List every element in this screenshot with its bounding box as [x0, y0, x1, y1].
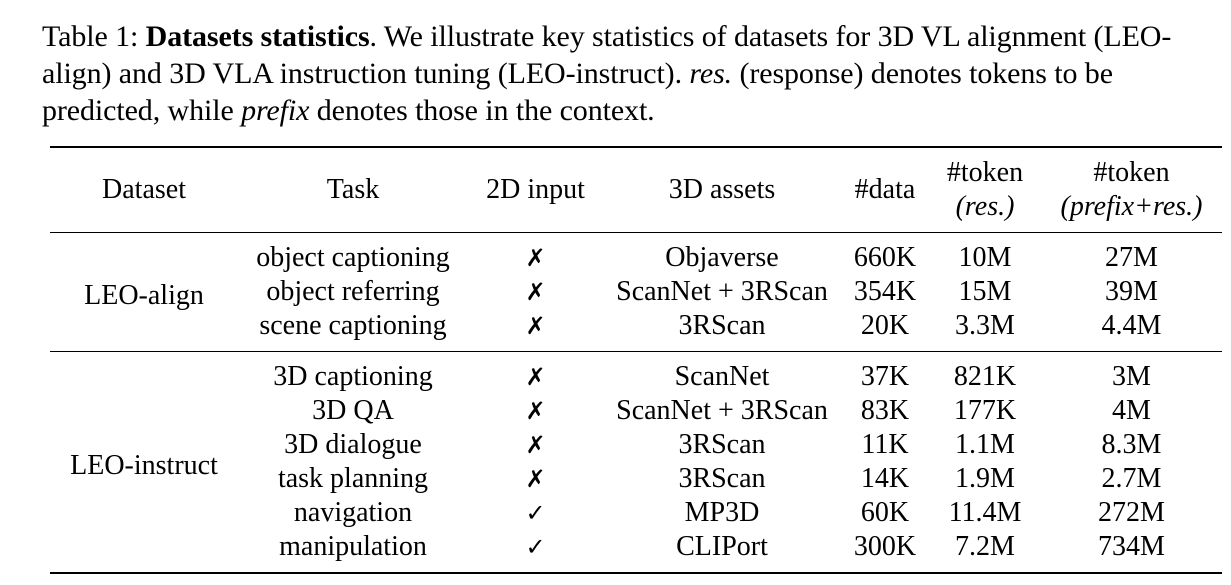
task-cell: object captioning	[256, 242, 450, 273]
assets-cell: 3RScan	[678, 310, 766, 341]
assets-cell: 3RScan	[678, 463, 766, 494]
cross-mark-icon: ✗	[525, 244, 546, 272]
cross-mark-icon: ✗	[525, 397, 546, 425]
token-res-cell: 11.4M	[948, 497, 1022, 528]
table-row: 3D dialogue ✗ 3RScan 11K 1.1M 8.3M	[50, 428, 1222, 462]
token-prefix-cell: 3M	[1112, 361, 1151, 392]
assets-cell: ScanNet	[674, 361, 770, 392]
header-task: Task	[326, 174, 380, 205]
task-cell: scene captioning	[259, 310, 447, 341]
assets-cell: CLIPort	[676, 531, 768, 562]
table-row: LEO-align object captioning ✗ Objaverse …	[50, 233, 1222, 311]
header-2d-input: 2D input	[486, 174, 585, 205]
task-cell: manipulation	[279, 531, 427, 562]
data-count-cell: 11K	[861, 429, 909, 460]
data-count-cell: 354K	[853, 276, 917, 307]
table-caption: Table 1: Datasets statistics. We illustr…	[42, 18, 1227, 129]
header-token-res: #token (res.)	[929, 147, 1041, 233]
cross-mark-icon: ✗	[525, 465, 546, 493]
token-prefix-cell: 4.4M	[1101, 310, 1162, 341]
header-token-prefix-top: #token	[1093, 157, 1170, 188]
caption-title: Datasets statistics	[145, 20, 370, 53]
task-cell: navigation	[293, 497, 413, 528]
task-cell: 3D QA	[312, 395, 394, 426]
token-prefix-cell: 27M	[1105, 242, 1158, 273]
header-dataset: Dataset	[102, 174, 186, 205]
token-res-cell: 1.9M	[955, 463, 1015, 494]
task-cell: 3D dialogue	[284, 429, 422, 460]
task-cell: task planning	[277, 463, 429, 494]
header-token-res-top: #token	[946, 157, 1024, 188]
token-res-cell: 1.1M	[955, 429, 1015, 460]
task-cell: 3D captioning	[273, 361, 433, 392]
header-row: Dataset Task 2D input 3D assets #data #t…	[50, 147, 1222, 233]
header-token-res-bottom: (res.)	[955, 191, 1015, 222]
assets-cell: MP3D	[684, 497, 760, 528]
token-prefix-cell: 4M	[1112, 395, 1151, 426]
dataset-name-cell: LEO-align	[84, 280, 204, 311]
header-3d-assets: 3D assets	[668, 174, 776, 205]
table-row: scene captioning ✗ 3RScan 20K 3.3M 4.4M	[50, 309, 1222, 352]
data-count-cell: 14K	[860, 463, 910, 494]
token-res-cell: 3.3M	[955, 310, 1015, 341]
check-mark-icon: ✓	[525, 533, 546, 561]
token-res-cell: 7.2M	[955, 531, 1015, 562]
table-row: navigation ✓ MP3D 60K 11.4M 272M	[50, 496, 1222, 530]
data-count-cell: 83K	[860, 395, 910, 426]
datasets-statistics-table: Dataset Task 2D input 3D assets #data #t…	[50, 146, 1222, 574]
token-prefix-cell: 734M	[1098, 531, 1165, 562]
caption-prefix-term: prefix	[241, 94, 310, 127]
table-row: 3D QA ✗ ScanNet + 3RScan 83K 177K 4M	[50, 394, 1222, 428]
caption-text-3: denotes those in the context.	[309, 94, 655, 127]
assets-cell: ScanNet + 3RScan	[616, 276, 828, 307]
caption-text-1: . We illustrate key statistics of datase…	[42, 20, 1172, 90]
token-prefix-cell: 2.7M	[1101, 463, 1162, 494]
data-count-cell: 300K	[853, 531, 917, 562]
token-prefix-cell: 272M	[1098, 497, 1165, 528]
check-mark-icon: ✓	[525, 499, 546, 527]
table-row: object referring ✗ ScanNet + 3RScan 354K…	[50, 275, 1222, 309]
cross-mark-icon: ✗	[525, 363, 546, 391]
header-data-count: #data	[854, 174, 916, 205]
group-leo-instruct: LEO-instruct 3D captioning ✗ ScanNet 37K…	[50, 352, 1222, 573]
token-res-cell: 177K	[953, 395, 1017, 426]
table-row: manipulation ✓ CLIPort 300K 7.2M 734M	[50, 530, 1222, 573]
caption-text-2: (response) denotes tokens to be predicte…	[42, 57, 1113, 127]
assets-cell: Objaverse	[665, 242, 779, 273]
caption-res-term: res.	[689, 57, 733, 90]
assets-cell: ScanNet + 3RScan	[616, 395, 828, 426]
cross-mark-icon: ✗	[525, 278, 546, 306]
token-res-cell: 15M	[958, 276, 1012, 307]
table-header: Dataset Task 2D input 3D assets #data #t…	[50, 147, 1222, 233]
assets-cell: 3RScan	[678, 429, 766, 460]
cross-mark-icon: ✗	[525, 312, 546, 340]
data-count-cell: 60K	[860, 497, 910, 528]
token-res-cell: 10M	[958, 242, 1012, 273]
header-token-prefix-bottom: (prefix+res.)	[1060, 191, 1203, 222]
token-prefix-cell: 8.3M	[1101, 429, 1162, 460]
token-prefix-cell: 39M	[1105, 276, 1158, 307]
data-count-cell: 20K	[860, 310, 910, 341]
header-token-prefix-res: #token (prefix+res.)	[1041, 147, 1222, 233]
table-label: Table 1:	[42, 20, 139, 53]
task-cell: object referring	[266, 276, 440, 307]
dataset-name-cell: LEO-instruct	[70, 450, 218, 481]
data-count-cell: 660K	[853, 242, 917, 273]
cross-mark-icon: ✗	[525, 431, 546, 459]
table-row: LEO-instruct 3D captioning ✗ ScanNet 37K…	[50, 352, 1222, 481]
table-row: task planning ✗ 3RScan 14K 1.9M 2.7M	[50, 462, 1222, 496]
token-res-cell: 821K	[953, 361, 1017, 392]
group-leo-align: LEO-align object captioning ✗ Objaverse …	[50, 233, 1222, 352]
data-count-cell: 37K	[860, 361, 910, 392]
